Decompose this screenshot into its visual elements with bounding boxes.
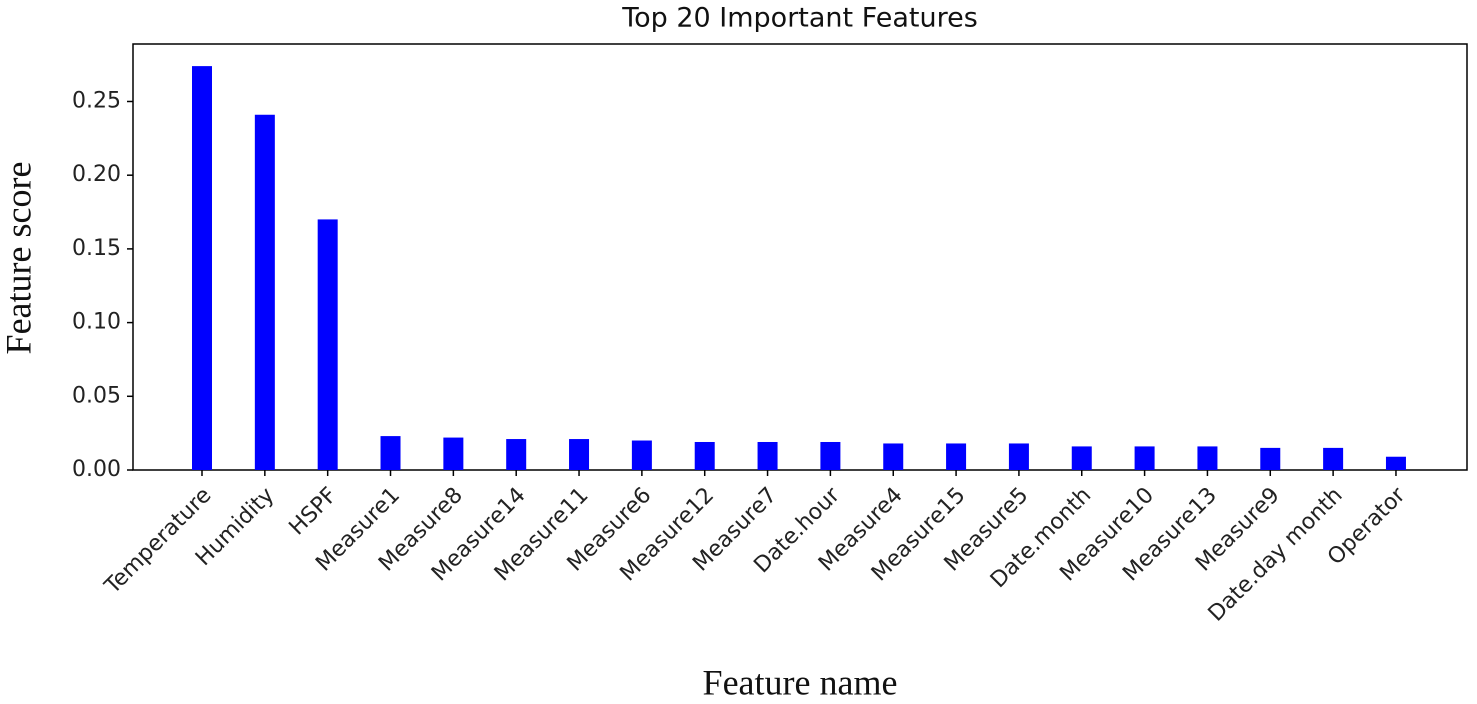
y-tick-label: 0.15 xyxy=(72,236,121,261)
y-tick-label: 0.05 xyxy=(72,383,121,408)
bar xyxy=(569,439,590,470)
bar xyxy=(631,440,652,470)
bar xyxy=(820,441,841,470)
bar xyxy=(1385,456,1406,470)
bar xyxy=(192,66,212,471)
bar xyxy=(1197,446,1218,470)
bar xyxy=(757,441,778,470)
y-tick-label: 0.00 xyxy=(72,457,121,482)
bar xyxy=(317,219,338,470)
x-axis-label: Feature name xyxy=(703,662,898,702)
x-tick-label: Temperature xyxy=(100,483,217,600)
y-tick-label: 0.20 xyxy=(72,162,121,187)
bar xyxy=(506,439,527,470)
bar xyxy=(1323,447,1344,470)
bar xyxy=(1134,446,1155,470)
x-tick-label: HSPF xyxy=(285,483,343,541)
y-axis-label: Feature score xyxy=(0,162,38,355)
bar xyxy=(1071,446,1092,470)
chart-title: Top 20 Important Features xyxy=(621,3,978,34)
bar xyxy=(883,443,904,470)
plot-frame xyxy=(132,43,1468,471)
bar xyxy=(443,437,464,470)
bar xyxy=(1008,443,1029,470)
y-tick-label: 0.10 xyxy=(72,310,121,335)
bar xyxy=(1260,447,1281,470)
bar xyxy=(380,436,401,470)
bar xyxy=(694,441,715,470)
bar xyxy=(946,443,967,470)
bar xyxy=(254,114,275,470)
y-tick-label: 0.25 xyxy=(72,88,121,113)
